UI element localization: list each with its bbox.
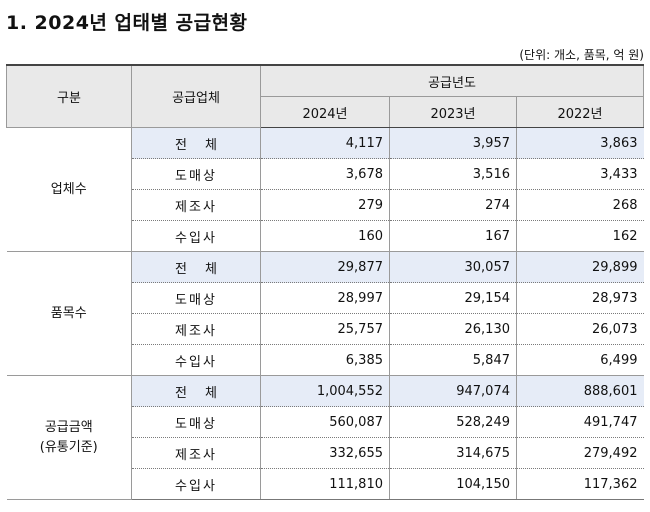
header-year-group: 공급년도 [260, 64, 644, 97]
value-cell: 167 [389, 220, 517, 252]
table-row: 도매상 3,678 3,516 3,433 [7, 158, 644, 190]
supplier-type: 도매상 [131, 406, 261, 438]
value-cell: 888,601 [516, 375, 644, 407]
supplier-type: 도매상 [131, 282, 261, 314]
table-row: 품목수 전체 29,877 30,057 29,899 [6, 251, 644, 376]
supplier-type: 전체 [131, 127, 261, 159]
value-cell: 111,810 [260, 468, 390, 500]
supplier-type: 도매상 [131, 158, 261, 190]
header-year: 2024년 [260, 96, 390, 128]
group-label: 업체수 [6, 127, 132, 252]
value-cell: 491,747 [516, 406, 644, 438]
page-title: 1. 2024년 업태별 공급현황 [6, 12, 248, 34]
value-cell: 5,847 [389, 344, 517, 376]
supplier-type: 전체 [131, 251, 261, 283]
group-label: 공급금액 (유통기준) [6, 375, 132, 500]
supplier-type: 수입사 [131, 344, 261, 376]
table-row: 제조사 332,655 314,675 279,492 [7, 437, 644, 469]
group-label-line: 업체수 [50, 181, 87, 197]
value-cell: 29,154 [389, 282, 517, 314]
value-cell: 28,973 [516, 282, 644, 314]
value-cell: 4,117 [260, 127, 390, 159]
value-cell: 332,655 [260, 437, 390, 469]
value-cell: 279,492 [516, 437, 644, 469]
value-cell: 560,087 [260, 406, 390, 438]
value-cell: 29,877 [260, 251, 390, 283]
value-cell: 274 [389, 189, 517, 221]
header-row-years: 2024년 2023년 2022년 [7, 96, 644, 128]
value-cell: 3,516 [389, 158, 517, 190]
table-row: 수입사 160 167 162 [7, 220, 644, 252]
header-category: 구분 [6, 64, 132, 128]
value-cell: 25,757 [260, 313, 390, 345]
value-cell: 160 [260, 220, 390, 252]
table-row: 공급금액 (유통기준) 전체 1,004,552 947,074 888,601 [6, 375, 644, 500]
value-cell: 117,362 [516, 468, 644, 500]
group-label-line: 공급금액 [44, 419, 93, 435]
table-row: 제조사 25,757 26,130 26,073 [7, 313, 644, 345]
supplier-type: 제조사 [131, 313, 261, 345]
value-cell: 29,899 [516, 251, 644, 283]
header-year: 2023년 [389, 96, 517, 128]
table-row: 수입사 111,810 104,150 117,362 [7, 468, 644, 500]
supplier-type: 제조사 [131, 189, 261, 221]
value-cell: 3,678 [260, 158, 390, 190]
supplier-type: 전체 [131, 375, 261, 407]
supplier-type: 제조사 [131, 437, 261, 469]
value-cell: 947,074 [389, 375, 517, 407]
header-year: 2022년 [516, 96, 644, 128]
table-row: 업체수 전체 4,117 3,957 3,863 [6, 127, 644, 252]
table-row: 제조사 279 274 268 [7, 189, 644, 221]
group-label: 품목수 [6, 251, 132, 376]
unit-note: (단위: 개소, 품목, 억 원) [519, 48, 644, 62]
supplier-type: 수입사 [131, 220, 261, 252]
value-cell: 279 [260, 189, 390, 221]
value-cell: 528,249 [389, 406, 517, 438]
value-cell: 28,997 [260, 282, 390, 314]
table-row: 수입사 6,385 5,847 6,499 [7, 344, 644, 376]
header-row-top: 구분 공급업체 공급년도 [6, 64, 644, 128]
table-row: 도매상 560,087 528,249 491,747 [7, 406, 644, 438]
group-label-line: (유통기준) [39, 439, 98, 455]
value-cell: 26,130 [389, 313, 517, 345]
header-supplier: 공급업체 [131, 64, 261, 128]
value-cell: 314,675 [389, 437, 517, 469]
value-cell: 3,957 [389, 127, 517, 159]
value-cell: 162 [516, 220, 644, 252]
value-cell: 30,057 [389, 251, 517, 283]
value-cell: 268 [516, 189, 644, 221]
value-cell: 6,499 [516, 344, 644, 376]
value-cell: 6,385 [260, 344, 390, 376]
group-label-line: 품목수 [50, 305, 87, 321]
value-cell: 1,004,552 [260, 375, 390, 407]
table-row: 도매상 28,997 29,154 28,973 [7, 282, 644, 314]
value-cell: 3,863 [516, 127, 644, 159]
value-cell: 104,150 [389, 468, 517, 500]
supplier-type: 수입사 [131, 468, 261, 500]
value-cell: 26,073 [516, 313, 644, 345]
value-cell: 3,433 [516, 158, 644, 190]
supply-status-table: 구분 공급업체 공급년도 2024년 2023년 2022년 업체수 전체 4,… [6, 64, 644, 500]
